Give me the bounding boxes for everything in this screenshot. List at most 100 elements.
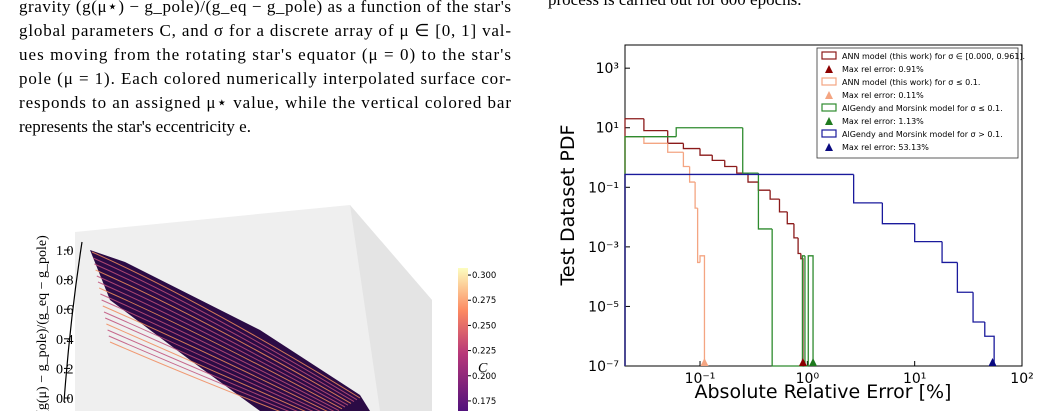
legend-label: Max rel error: 53.13% bbox=[842, 143, 929, 152]
z-tick-label: 0.0 bbox=[56, 392, 74, 407]
histogram-step bbox=[696, 208, 701, 264]
surface-stripe bbox=[109, 341, 281, 411]
colorbar-tick-label: 0.275 bbox=[472, 296, 496, 306]
surface-stripe bbox=[106, 323, 306, 411]
histogram-step bbox=[688, 166, 696, 183]
histogram-step bbox=[778, 199, 788, 213]
y-tick-label: 10³ bbox=[596, 61, 619, 77]
x-tick-label: 10¹ bbox=[903, 371, 926, 387]
histogram-step bbox=[624, 136, 644, 366]
histogram-step bbox=[757, 173, 773, 230]
z-tick-label: 0.6 bbox=[56, 303, 74, 318]
max-error-marker bbox=[700, 358, 709, 366]
y-tick-label: 10⁻¹ bbox=[588, 180, 619, 196]
surface-stripe bbox=[107, 329, 298, 411]
colorbar-tick-label: 0.300 bbox=[472, 271, 496, 281]
legend-label: ANN model (this work) for σ ≤ 0.1. bbox=[842, 78, 980, 87]
colorbar-tick-label: 0.175 bbox=[472, 397, 496, 407]
histogram-step bbox=[675, 127, 743, 137]
y-tick-label: 10⁻³ bbox=[588, 240, 619, 256]
histogram-step bbox=[699, 255, 706, 366]
histogram-step bbox=[724, 160, 737, 168]
x-tick-label: 10⁻¹ bbox=[685, 371, 716, 387]
colorbar-tick-label: 0.250 bbox=[472, 321, 496, 331]
legend-label: AlGendy and Morsink model for σ > 0.1. bbox=[842, 130, 1003, 139]
y-tick-label: 10⁻⁵ bbox=[588, 299, 619, 315]
surface-stripe bbox=[100, 293, 340, 411]
histogram-step bbox=[786, 211, 794, 225]
x-tick-label: 10⁰ bbox=[796, 371, 820, 387]
surface-stripe bbox=[101, 299, 335, 411]
pane bbox=[350, 205, 432, 411]
paragraph-line: ues moving from the rotating star's equa… bbox=[19, 45, 511, 64]
paragraph-line: process is carried out for 600 epochs. bbox=[548, 0, 802, 9]
z-tick-label: 0.2 bbox=[56, 362, 74, 377]
histogram-step bbox=[914, 223, 943, 243]
colorbar-label: C bbox=[478, 361, 488, 376]
z-tick-label: 0.4 bbox=[56, 333, 74, 348]
histogram-step bbox=[941, 241, 958, 264]
histogram-step bbox=[807, 255, 814, 366]
max-error-marker bbox=[988, 358, 997, 366]
paragraph-line: responds to an assigned μ⋆ value, while … bbox=[19, 93, 511, 112]
z-tick-label: 1.0 bbox=[56, 244, 74, 259]
paragraph-line: pole (μ = 1). Each colored numerically i… bbox=[19, 69, 511, 88]
surface-stripe bbox=[104, 317, 314, 411]
surface-stripe bbox=[94, 263, 355, 403]
histogram-step bbox=[624, 118, 644, 366]
legend-marker bbox=[825, 143, 833, 151]
paragraph-line: represents the star's eccentricity e. bbox=[19, 117, 251, 136]
histogram-step bbox=[984, 322, 995, 366]
histogram-step bbox=[797, 237, 801, 255]
surface-stripe bbox=[91, 251, 361, 399]
legend-marker bbox=[825, 65, 833, 73]
legend-swatch bbox=[821, 129, 837, 138]
histogram-step bbox=[682, 143, 701, 150]
histogram-step bbox=[852, 174, 883, 204]
histogram-step bbox=[757, 182, 771, 191]
colorbar bbox=[458, 268, 468, 411]
histogram-step bbox=[771, 228, 803, 367]
histogram-step bbox=[793, 223, 799, 239]
histogram-step bbox=[694, 182, 698, 209]
histogram-step bbox=[624, 173, 854, 366]
legend-label: AlGendy and Morsink model for σ ≤ 0.1. bbox=[842, 104, 1003, 113]
legend-box bbox=[816, 47, 1019, 159]
y-tick-label: 10¹ bbox=[596, 121, 619, 137]
colorbar-tick-label: 0.200 bbox=[472, 372, 496, 382]
surface-stripe bbox=[108, 335, 290, 411]
histogram-step bbox=[747, 173, 759, 183]
legend-label: Max rel error: 0.91% bbox=[842, 65, 924, 74]
paragraph-line: gravity (g(μ⋆) − g_pole)/(g_eq − g_pole)… bbox=[19, 0, 511, 16]
y-axis-label: Test Dataset PDF bbox=[557, 125, 579, 287]
histogram-step bbox=[699, 148, 713, 156]
histogram-step bbox=[667, 143, 684, 153]
histogram-step bbox=[742, 127, 759, 174]
surface-stripe bbox=[102, 305, 328, 411]
histogram-step bbox=[682, 152, 690, 168]
histogram-step bbox=[624, 136, 677, 366]
z-axis bbox=[63, 241, 83, 403]
histogram-step bbox=[801, 255, 805, 366]
surface-stripe bbox=[97, 281, 346, 408]
legend-label: Max rel error: 1.13% bbox=[842, 117, 924, 126]
x-tick-label: 10² bbox=[1010, 371, 1033, 387]
legend-swatch bbox=[821, 51, 837, 60]
x-axis-label: Absolute Relative Error [%] bbox=[695, 381, 952, 403]
histogram-step bbox=[972, 292, 985, 323]
y-tick-label: 10⁻⁷ bbox=[588, 359, 619, 375]
surface-stripe bbox=[92, 257, 358, 401]
histogram-step bbox=[956, 262, 974, 293]
max-error-marker bbox=[798, 358, 807, 366]
surface-stripe bbox=[95, 269, 352, 404]
histogram-step bbox=[881, 202, 915, 225]
legend-marker bbox=[825, 117, 833, 125]
legend-swatch bbox=[821, 103, 837, 112]
histogram-step bbox=[711, 155, 725, 162]
legend-label: Max rel error: 0.11% bbox=[842, 91, 924, 100]
surface-stripe bbox=[96, 275, 349, 406]
paragraph-line: global parameters C, and σ for a discret… bbox=[19, 21, 511, 40]
histogram-step bbox=[643, 136, 668, 144]
z-tick-label: 0.8 bbox=[56, 274, 74, 289]
